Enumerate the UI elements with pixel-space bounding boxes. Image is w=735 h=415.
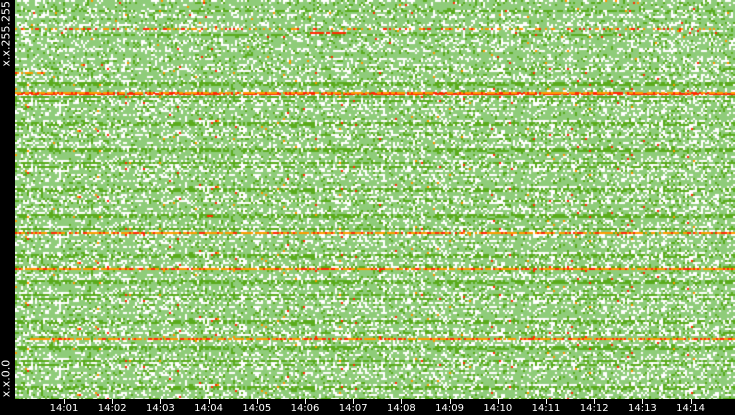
x-tick-label: 14:12 — [579, 403, 609, 414]
y-label-bottom: x.x.0.0 — [0, 359, 13, 398]
x-tick — [208, 399, 210, 404]
x-tick-label: 14:01 — [49, 403, 79, 414]
x-tick-label: 14:13 — [627, 403, 657, 414]
x-tick-label: 14:10 — [483, 403, 513, 414]
x-tick-label: 14:02 — [97, 403, 127, 414]
y-label-top: x.x.255.255 — [0, 0, 13, 67]
x-tick — [642, 399, 644, 404]
x-tick-label: 14:05 — [242, 403, 272, 414]
x-tick — [449, 399, 451, 404]
x-tick-label: 14:03 — [145, 403, 175, 414]
x-tick — [256, 399, 258, 404]
x-tick-label: 14:08 — [386, 403, 416, 414]
x-tick — [546, 399, 547, 404]
x-tick-label: 14:07 — [338, 403, 368, 414]
x-tick — [112, 399, 114, 404]
x-tick — [353, 399, 355, 404]
x-tick — [594, 399, 596, 404]
x-tick — [160, 399, 162, 404]
x-tick-label: 14:14 — [676, 403, 705, 414]
x-tick-label: 14:11 — [531, 403, 561, 414]
x-tick — [305, 399, 306, 404]
heatmap-plot-area — [15, 0, 735, 399]
x-tick — [64, 399, 65, 404]
x-tick — [690, 399, 692, 404]
x-tick — [497, 399, 499, 404]
x-tick-label: 14:09 — [435, 403, 464, 414]
x-tick — [401, 399, 403, 404]
x-tick-label: 14:04 — [194, 403, 223, 414]
x-tick-label: 14:06 — [290, 403, 320, 414]
